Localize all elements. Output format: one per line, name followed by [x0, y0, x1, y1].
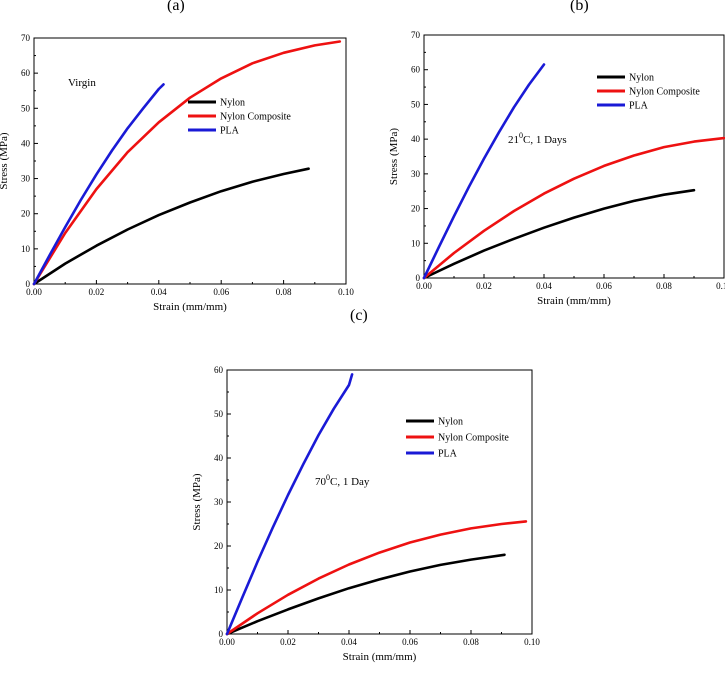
legend-label: Nylon Composite [220, 112, 291, 123]
series-line-pla [225, 373, 354, 636]
legend-label: PLA [438, 449, 458, 460]
x-tick-label: 0.10 [524, 637, 540, 647]
x-tick-label: 0.08 [276, 287, 292, 297]
chart-b-svg: 0.00 0.02 0.04 0.06 0.08 0.10 0 10 20 30 40 50 60 70 S… [388, 30, 725, 307]
y-tick-label: 70 [21, 33, 31, 43]
chart-panel-a: (a) 0.00 0.02 0.04 0.06 0.08 0.10 0 10 20 30 40 50 6… [0, 0, 360, 325]
chart-c-svg: 0.00 0.02 0.04 0.06 0.08 0.10 0 10 20 30 40 50 60 Str… [191, 365, 540, 663]
series-line-nylon-composite [422, 136, 725, 280]
plot-frame [33, 37, 347, 285]
condition-annotation: 700C, 1 Day [315, 473, 370, 488]
x-tick-label: 0.08 [463, 637, 479, 647]
series-line-pla [422, 63, 546, 280]
x-tick-label: 0.06 [213, 287, 229, 297]
legend-label: PLA [220, 126, 240, 137]
panel-label: (c) [350, 307, 368, 324]
x-tick-label: 0.00 [26, 287, 42, 297]
series-line-nylon [225, 553, 506, 636]
x-tick-label: 0.02 [280, 637, 296, 647]
y-tick-label: 0 [26, 279, 31, 289]
legend-label: Nylon Composite [629, 87, 700, 98]
x-tick-label: 0.06 [596, 281, 612, 291]
x-tick-label: 0.02 [476, 281, 492, 291]
x-tick-label: 0.08 [656, 281, 672, 291]
x-tick-label: 0.10 [716, 281, 725, 291]
x-tick-label: 0.04 [341, 637, 357, 647]
y-tick-label: 30 [411, 169, 421, 179]
y-tick-label: 60 [21, 68, 31, 78]
x-axis-title: Strain (mm/mm) [343, 651, 417, 663]
y-tick-label: 60 [214, 365, 224, 375]
y-tick-label: 30 [214, 497, 224, 507]
legend-label: Nylon Composite [438, 433, 509, 444]
series-line-pla [32, 83, 165, 286]
series-line-nylon-composite [225, 520, 528, 636]
y-tick-label: 20 [411, 204, 421, 214]
y-axis-title: Stress (MPa) [0, 132, 10, 189]
x-axis-title: Strain (mm/mm) [537, 295, 611, 307]
x-tick-label: 0.02 [89, 287, 105, 297]
y-tick-label: 40 [214, 453, 224, 463]
y-tick-label: 70 [411, 30, 421, 40]
y-tick-label: 30 [21, 174, 31, 184]
panel-label: (a) [167, 0, 185, 14]
y-tick-label: 0 [416, 273, 421, 283]
legend-label: Nylon [220, 98, 245, 109]
x-tick-label: 0.00 [416, 281, 432, 291]
y-axis-title: Stress (MPa) [191, 473, 203, 530]
x-tick-label: 0.00 [219, 637, 235, 647]
legend-label: Nylon [438, 417, 463, 428]
x-axis-title: Strain (mm/mm) [153, 301, 227, 313]
legend-label: PLA [629, 101, 649, 112]
chart-panel-b: (b) 0.00 0.02 0.04 0.06 0.08 0.10 0 10 20 30 40 50 6… [365, 0, 725, 325]
y-tick-label: 50 [411, 99, 421, 109]
condition-annotation: 210C, 1 Days [508, 131, 567, 146]
panel-label: (b) [570, 0, 589, 14]
chart-a-svg: 0.00 0.02 0.04 0.06 0.08 0.10 0 10 20 30 40 50 60 70 S… [0, 33, 354, 313]
legend-label: Nylon [629, 73, 654, 84]
y-tick-label: 20 [21, 209, 31, 219]
series-line-nylon [422, 188, 696, 280]
y-tick-label: 10 [214, 585, 224, 595]
y-axis-title: Stress (MPa) [388, 128, 400, 185]
x-tick-label: 0.04 [151, 287, 167, 297]
x-tick-label: 0.10 [338, 287, 354, 297]
plot-frame [226, 369, 533, 635]
y-tick-label: 50 [214, 409, 224, 419]
series-line-nylon [32, 167, 310, 286]
y-tick-label: 10 [411, 238, 421, 248]
x-tick-label: 0.06 [402, 637, 418, 647]
condition-annotation: Virgin [68, 77, 96, 89]
y-tick-label: 0 [219, 629, 224, 639]
y-tick-label: 60 [411, 65, 421, 75]
y-tick-label: 50 [21, 103, 31, 113]
y-tick-label: 20 [214, 541, 224, 551]
x-tick-label: 0.04 [536, 281, 552, 291]
chart-panel-c: (c) 0.00 0.02 0.04 0.06 0.08 0.10 0 10 20 30 40 50 6… [180, 307, 550, 673]
y-tick-label: 10 [21, 244, 31, 254]
y-tick-label: 40 [411, 134, 421, 144]
y-tick-label: 40 [21, 138, 31, 148]
series-line-nylon-composite [32, 40, 342, 286]
